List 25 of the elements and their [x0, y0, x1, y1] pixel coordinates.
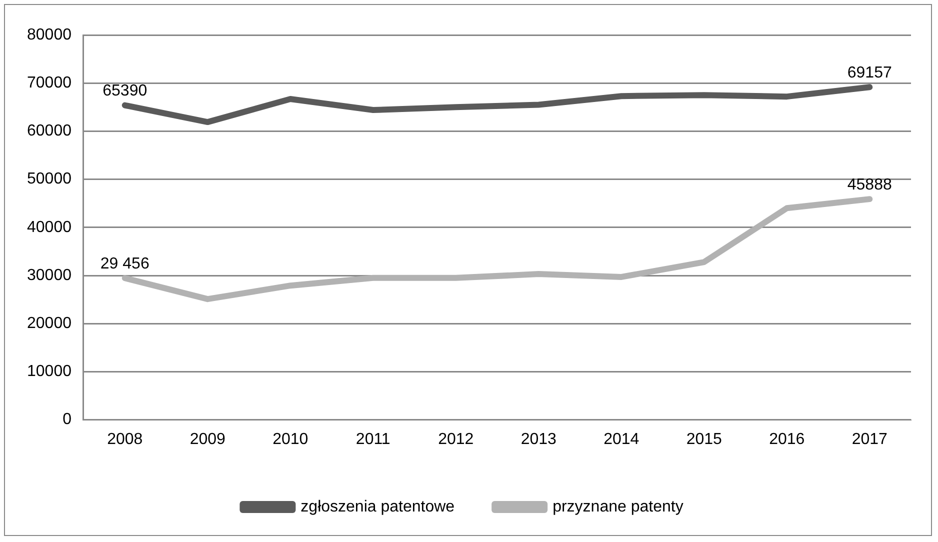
y-tick-label: 80000 — [26, 26, 72, 44]
x-tick-label: 2017 — [852, 430, 888, 448]
x-tick-label: 2016 — [769, 430, 805, 448]
x-tick-label: 2009 — [190, 430, 226, 448]
x-tick-label: 2010 — [272, 430, 308, 448]
y-tick-label: 70000 — [26, 74, 72, 92]
data-label: 29 456 — [100, 256, 150, 273]
x-tick-label: 2015 — [686, 430, 722, 448]
x-tick-label: 2014 — [604, 430, 640, 448]
y-tick-label: 30000 — [26, 266, 72, 284]
legend-label: zgłoszenia patentowe — [300, 498, 455, 516]
y-tick-label: 20000 — [26, 315, 72, 332]
data-label: 45888 — [847, 176, 892, 194]
x-tick-label: 2008 — [107, 430, 143, 448]
x-tick-label: 2012 — [438, 430, 474, 448]
y-tick-label: 40000 — [26, 218, 72, 236]
data-label: 65390 — [102, 82, 148, 100]
x-tick-label: 2013 — [520, 430, 557, 448]
x-tick-label: 2011 — [356, 430, 390, 448]
y-tick-label: 10000 — [26, 363, 72, 380]
y-tick-label: 0 — [62, 411, 72, 428]
legend-label: przyznane patenty — [552, 498, 684, 516]
data-label: 69157 — [847, 64, 892, 82]
y-tick-label: 50000 — [26, 170, 72, 188]
y-tick-label: 60000 — [26, 122, 72, 140]
